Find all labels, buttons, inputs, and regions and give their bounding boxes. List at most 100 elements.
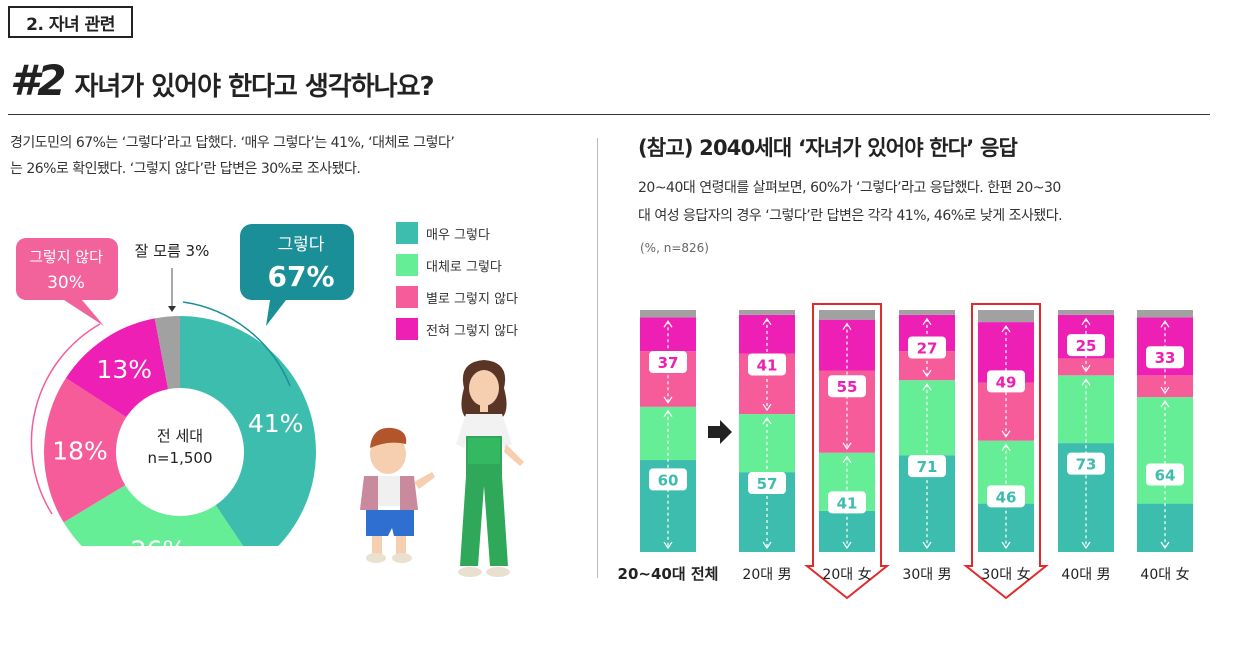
value-label-box	[828, 491, 866, 514]
boy-figure	[360, 427, 435, 563]
left-description-line: 경기도민의 67%는 ‘그렇다’라고 답했다. ‘매우 그렇다’는 41%, ‘…	[10, 135, 455, 151]
donut-slice	[180, 316, 316, 546]
category-label: 40대 男	[1061, 567, 1110, 583]
span-arrow-up	[922, 383, 932, 391]
value-label-box	[649, 351, 687, 374]
left-description-line: 는 26%로 확인됐다. ‘그렇지 않다’란 답변은 30%로 조사됐다.	[10, 161, 361, 177]
legend: 매우 그렇다 대체로 그렇다 별로 그렇지 않다 전혀 그렇지 않다	[396, 222, 518, 350]
column-divider	[597, 138, 598, 578]
bar-yes-label: 73	[1076, 456, 1097, 474]
bar-segment	[899, 310, 955, 315]
category-label: 20대 女	[822, 566, 871, 583]
span-arrow-down	[663, 541, 673, 550]
category-label: 30대 女	[981, 566, 1030, 583]
value-label-box	[987, 370, 1025, 393]
bar-no-label: 33	[1155, 349, 1176, 367]
legend-swatch	[396, 318, 418, 340]
value-label-box	[828, 375, 866, 398]
donut-slice	[65, 318, 169, 418]
donut-slice-label: 41%	[248, 409, 304, 438]
donut-slice	[43, 377, 127, 523]
span-arrow-down	[842, 442, 852, 450]
value-label-box	[748, 353, 786, 376]
legend-swatch	[396, 286, 418, 308]
bar-segment	[978, 310, 1034, 323]
bar-yes-label: 71	[917, 458, 938, 476]
callout-no-shape	[16, 238, 118, 326]
span-arrow-down	[1081, 365, 1091, 373]
bar-segment	[640, 406, 696, 461]
headline: #2 자녀가 있어야 한다고 생각하나요?	[10, 56, 435, 106]
bar-yes-label: 57	[757, 475, 778, 493]
span-arrow-down	[1081, 541, 1091, 550]
span-arrow-up	[1160, 400, 1170, 408]
bar-no-label: 55	[837, 378, 858, 396]
span-arrow-down	[922, 541, 932, 550]
headline-number: #2	[10, 56, 66, 105]
span-arrow-up	[1081, 317, 1091, 326]
right-description: 20~40대 연령대를 살펴보면, 60%가 ‘그렇다’라고 응답했다. 한편 …	[638, 174, 1198, 230]
legend-label: 매우 그렇다	[426, 227, 490, 243]
legend-item: 별로 그렇지 않다	[396, 286, 518, 308]
bar-segment	[739, 310, 795, 315]
bar-yes-label: 60	[658, 471, 679, 489]
legend-item: 매우 그렇다	[396, 222, 518, 244]
span-arrow-up	[1081, 378, 1091, 386]
span-arrow-down	[762, 541, 772, 550]
transition-arrow	[708, 420, 732, 444]
children-illustration	[360, 360, 524, 577]
bar-segment	[1137, 375, 1193, 398]
legend-item: 전혀 그렇지 않다	[396, 318, 518, 340]
callout-yes-title: 그렇다	[278, 235, 325, 255]
span-arrow-up	[1001, 325, 1011, 333]
highlight-arrow	[804, 303, 890, 600]
span-arrow-up	[663, 320, 673, 328]
span-arrow-up	[842, 322, 852, 331]
span-arrow-down	[1001, 430, 1011, 438]
donut-chart: 41%26%18%13% 그렇다 67% 그렇지 않다 30% 잘 모름 3% …	[16, 224, 354, 546]
span-arrow-up	[762, 416, 772, 425]
bar-no-label: 41	[757, 356, 778, 374]
span-arrow-up	[762, 317, 772, 326]
bar-no-label: 49	[996, 373, 1017, 391]
span-arrow-down	[842, 541, 852, 550]
donut-slice-label: 26%	[131, 536, 187, 546]
legend-item: 대체로 그렇다	[396, 254, 518, 276]
header-divider	[8, 114, 1210, 115]
value-label-box	[1067, 334, 1105, 357]
value-label-box	[908, 455, 946, 478]
bar-yes-label: 46	[996, 488, 1017, 506]
legend-label: 대체로 그렇다	[426, 259, 502, 275]
span-arrow-down	[663, 396, 673, 404]
donut-center-line-2: n=1,500	[147, 449, 212, 467]
value-label-box	[908, 336, 946, 359]
value-label-box	[1067, 452, 1105, 475]
stacked-bar-chart: 60 37 20~40대 전체 57 41 20대 男 41 55 20대 女 71 27 30대 男…	[618, 303, 1193, 600]
no-arc-indicator	[30, 323, 101, 515]
legend-swatch	[396, 254, 418, 276]
bar-segment	[1137, 310, 1193, 318]
legend-label: 별로 그렇지 않다	[426, 291, 518, 307]
donut-slice-label: 13%	[96, 355, 152, 384]
callout-no-value: 30%	[47, 273, 85, 293]
callout-yes-value: 67%	[267, 260, 334, 293]
bar-segment	[640, 310, 696, 318]
value-label-box	[987, 485, 1025, 508]
donut-slice	[154, 316, 180, 390]
span-arrow-up	[1001, 443, 1011, 452]
span-arrow-up	[1160, 320, 1170, 328]
callout-dont-know-arrow	[168, 306, 176, 312]
category-label: 30대 男	[902, 567, 951, 583]
right-description-line: 대 여성 응답자의 경우 ‘그렇다’란 답변은 각각 41%, 46%로 낮게 …	[638, 208, 1063, 224]
legend-label: 전혀 그렇지 않다	[426, 323, 518, 339]
bar-yes-label: 41	[837, 494, 858, 512]
value-label-box	[1146, 346, 1184, 369]
category-label: 20~40대 전체	[618, 565, 719, 583]
span-arrow-down	[762, 403, 772, 412]
right-title: (참고) 2040세대 ‘자녀가 있어야 한다’ 응답	[638, 136, 1018, 160]
donut-slice-label: 18%	[52, 436, 108, 465]
headline-question: 자녀가 있어야 한다고 생각하나요?	[74, 72, 434, 102]
value-label-box	[1146, 463, 1184, 486]
callout-yes-shape	[240, 224, 354, 326]
bar-no-label: 25	[1076, 337, 1097, 355]
